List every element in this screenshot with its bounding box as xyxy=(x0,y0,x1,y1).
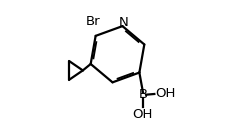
Text: B: B xyxy=(138,88,148,101)
Text: OH: OH xyxy=(156,88,176,100)
Text: Br: Br xyxy=(86,15,101,28)
Text: N: N xyxy=(118,16,128,29)
Text: OH: OH xyxy=(133,108,153,121)
